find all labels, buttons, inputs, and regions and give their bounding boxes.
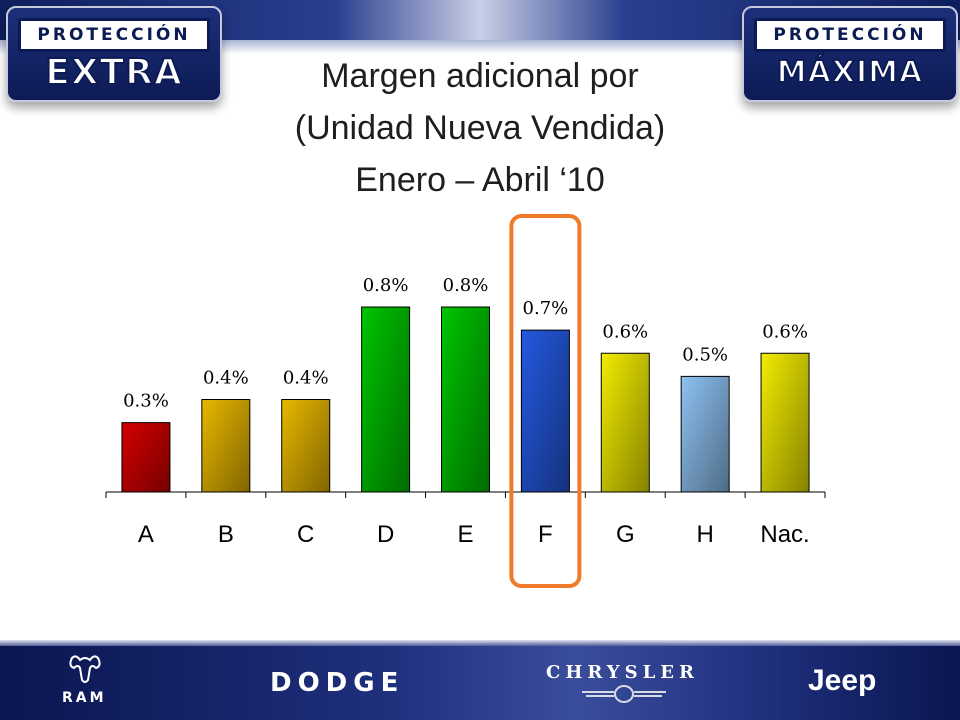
ram-head-icon: [69, 655, 101, 683]
bar-e: [441, 306, 490, 493]
title-line-2: (Unidad Nueva Vendida): [294, 109, 666, 147]
bar-d: [361, 306, 411, 493]
proteccion-extra-badge: PROTECCIÓN EXTRA: [6, 6, 222, 102]
bar-f: [520, 329, 570, 493]
x-tick-label: H: [696, 521, 713, 548]
x-tick-label: C: [297, 521, 314, 548]
data-label: 0.8%: [363, 275, 409, 296]
chrysler-logo: CHRYSLER: [546, 662, 699, 683]
bar-b: [201, 399, 251, 493]
data-label: 0.6%: [602, 321, 648, 342]
x-tick-label: E: [457, 521, 473, 548]
data-label: 0.3%: [123, 391, 169, 412]
badge-main-text: EXTRA: [44, 51, 183, 94]
bar-h: [680, 375, 730, 493]
slide-title: Margen adicional por (Unidad Nueva Vendi…: [230, 50, 730, 206]
title-line-1: Margen adicional por: [321, 57, 639, 95]
footer-band: [0, 646, 960, 720]
x-tick-label: F: [538, 521, 553, 548]
x-tick-label: D: [377, 521, 394, 548]
bar-c: [281, 399, 331, 493]
x-tick-label: A: [138, 521, 154, 548]
badge-top-text: PROTECCIÓN: [18, 18, 210, 52]
data-label: 0.6%: [762, 321, 808, 342]
proteccion-maxima-badge: PROTECCIÓN MÁXIMA: [742, 6, 958, 102]
data-label: 0.4%: [203, 368, 249, 389]
bar-a: [121, 422, 171, 493]
bar-g: [600, 352, 650, 493]
bar-nac: [760, 352, 810, 493]
top-banner-fade: [0, 40, 960, 54]
x-tick-label: G: [616, 521, 635, 548]
x-tick-label: B: [218, 521, 234, 548]
x-tick-label: Nac.: [760, 521, 809, 548]
ram-logo: RAM: [62, 690, 107, 706]
data-label: 0.5%: [682, 344, 728, 365]
data-label: 0.7%: [523, 298, 569, 319]
badge-top-text: PROTECCIÓN: [754, 18, 946, 52]
jeep-logo: Jeep: [808, 664, 877, 697]
badge-main-text: MÁXIMA: [776, 54, 924, 91]
data-label: 0.4%: [283, 368, 329, 389]
data-label: 0.8%: [443, 275, 489, 296]
dodge-logo: DODGE: [270, 668, 405, 698]
footer-band-edge: [0, 640, 960, 648]
chrysler-wings-icon: [582, 685, 666, 703]
title-line-3: Enero – Abril ‘10: [355, 161, 605, 199]
highlight-frame: [509, 214, 582, 588]
